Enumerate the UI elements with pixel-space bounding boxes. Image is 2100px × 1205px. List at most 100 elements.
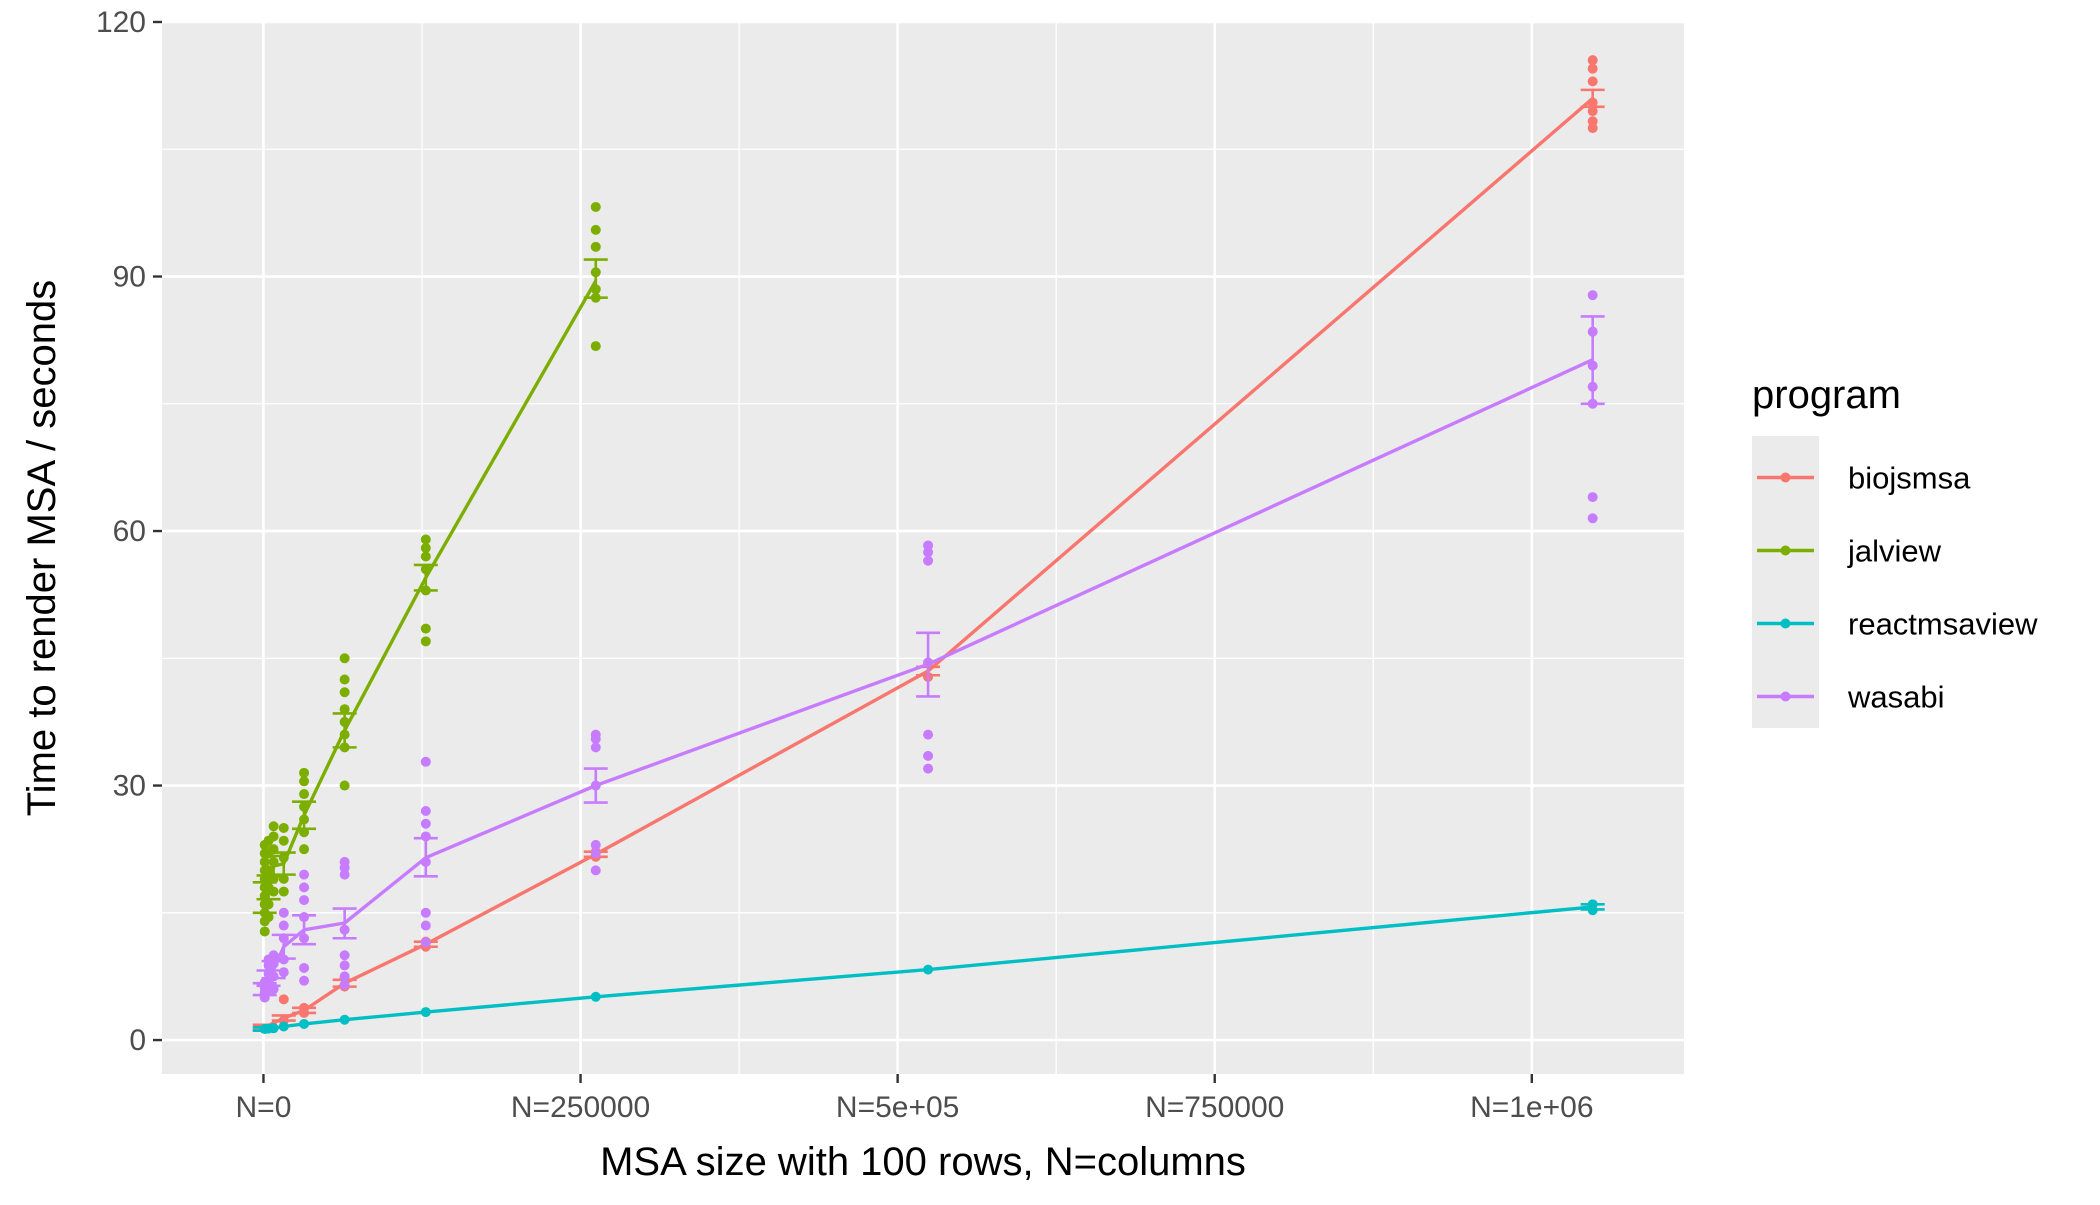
- data-point-jalview: [420, 585, 431, 596]
- data-point-jalview: [263, 865, 274, 876]
- data-point-biojsmsa: [1587, 76, 1598, 87]
- data-point-wasabi: [299, 882, 310, 893]
- data-point-wasabi: [923, 555, 934, 566]
- x-axis: N=0 N=250000 N=5e+05 N=750000 N=1e+06: [236, 1074, 1594, 1124]
- x-tick-label-n-1e-06: N=1e+06: [1470, 1091, 1593, 1124]
- data-point-wasabi: [278, 967, 289, 978]
- legend-key-point: [1780, 691, 1791, 702]
- data-point-jalview: [420, 623, 431, 634]
- data-point-wasabi: [339, 979, 350, 990]
- data-point-biojsmsa: [1587, 97, 1598, 108]
- data-point-wasabi: [278, 920, 289, 931]
- x-tick-label-n-250000: N=250000: [511, 1091, 650, 1124]
- data-point-wasabi: [268, 958, 279, 969]
- y-axis-title: Time to render MSA / seconds: [20, 280, 64, 817]
- data-point-wasabi: [420, 856, 431, 867]
- y-tick-label-60: 60: [113, 515, 146, 548]
- data-point-wasabi: [590, 848, 601, 859]
- data-point-wasabi: [299, 895, 310, 906]
- data-point-reactmsaview: [923, 964, 934, 975]
- data-point-wasabi: [1587, 360, 1598, 371]
- data-point-jalview: [259, 873, 270, 884]
- data-point-biojsmsa: [299, 1007, 310, 1018]
- data-point-jalview: [299, 776, 310, 787]
- data-point-wasabi: [278, 933, 289, 944]
- data-point-wasabi: [268, 971, 279, 982]
- data-point-jalview: [299, 789, 310, 800]
- data-point-jalview: [268, 856, 279, 867]
- data-point-jalview: [590, 292, 601, 303]
- data-point-wasabi: [268, 984, 279, 995]
- data-point-jalview: [420, 551, 431, 562]
- series-wasabi: [252, 290, 1605, 1003]
- data-point-reactmsaview: [339, 1014, 350, 1025]
- data-point-wasabi: [590, 839, 601, 850]
- data-point-biojsmsa: [1587, 123, 1598, 134]
- data-point-reactmsaview: [278, 1021, 289, 1032]
- data-point-jalview: [268, 873, 279, 884]
- data-point-jalview: [299, 814, 310, 825]
- data-point-wasabi: [420, 756, 431, 767]
- data-point-wasabi: [1587, 290, 1598, 301]
- data-point-jalview: [420, 543, 431, 553]
- data-point-jalview: [299, 767, 310, 778]
- data-point-jalview: [339, 704, 350, 715]
- data-point-biojsmsa: [1587, 55, 1598, 66]
- data-point-wasabi: [299, 933, 310, 944]
- data-point-wasabi: [339, 960, 350, 971]
- legend: program biojsmsa jalview reactmsaview wasab…: [1752, 373, 2038, 728]
- x-tick-label-n-750000: N=750000: [1145, 1091, 1284, 1124]
- legend-key-point: [1780, 472, 1791, 483]
- data-point-wasabi: [590, 742, 601, 753]
- x-axis-title: MSA size with 100 rows, N=columns: [600, 1140, 1246, 1184]
- data-point-jalview: [259, 856, 270, 867]
- data-point-wasabi: [420, 920, 431, 931]
- data-point-wasabi: [923, 750, 934, 761]
- data-point-jalview: [339, 687, 350, 698]
- y-tick-label-120: 120: [96, 6, 146, 39]
- data-point-wasabi: [420, 806, 431, 816]
- data-point-wasabi: [299, 962, 310, 973]
- data-point-wasabi: [299, 975, 310, 986]
- data-point-wasabi: [278, 954, 289, 965]
- data-point-jalview: [590, 267, 601, 278]
- data-point-jalview: [278, 835, 289, 846]
- legend-item-jalview: jalview: [1757, 534, 1942, 569]
- data-point-wasabi: [923, 657, 934, 668]
- legend-item-reactmsaview: reactmsaview: [1757, 607, 2038, 642]
- data-point-reactmsaview: [1587, 899, 1598, 910]
- data-point-biojsmsa: [1587, 106, 1598, 117]
- data-point-jalview: [339, 742, 350, 753]
- data-point-wasabi: [420, 937, 431, 948]
- legend-key-point: [1780, 618, 1791, 629]
- data-point-jalview: [268, 886, 279, 897]
- data-point-jalview: [420, 534, 431, 545]
- data-point-jalview: [278, 822, 289, 833]
- legend-label-jalview: jalview: [1847, 534, 1942, 569]
- legend-item-biojsmsa: biojsmsa: [1757, 461, 1971, 496]
- legend-items: biojsmsa jalview reactmsaview wasabi: [1757, 461, 2038, 715]
- data-point-wasabi: [1587, 398, 1598, 409]
- data-point-wasabi: [299, 869, 310, 880]
- data-point-jalview: [339, 729, 350, 740]
- data-point-wasabi: [1587, 513, 1598, 524]
- data-point-wasabi: [268, 950, 279, 961]
- data-point-wasabi: [923, 540, 934, 551]
- data-point-wasabi: [420, 907, 431, 918]
- data-point-wasabi: [339, 924, 350, 935]
- data-point-wasabi: [1587, 381, 1598, 392]
- data-point-wasabi: [590, 729, 601, 740]
- data-point-jalview: [339, 674, 350, 685]
- data-point-reactmsaview: [299, 1018, 310, 1029]
- data-point-reactmsaview: [268, 1023, 279, 1034]
- data-point-jalview: [278, 873, 289, 884]
- data-point-jalview: [339, 780, 350, 791]
- data-point-jalview: [420, 564, 431, 575]
- data-point-jalview: [299, 844, 310, 855]
- data-point-jalview: [299, 827, 310, 838]
- legend-label-biojsmsa: biojsmsa: [1848, 461, 1971, 496]
- data-point-jalview: [263, 912, 274, 923]
- series-layer: [252, 55, 1605, 1035]
- data-point-jalview: [590, 201, 601, 212]
